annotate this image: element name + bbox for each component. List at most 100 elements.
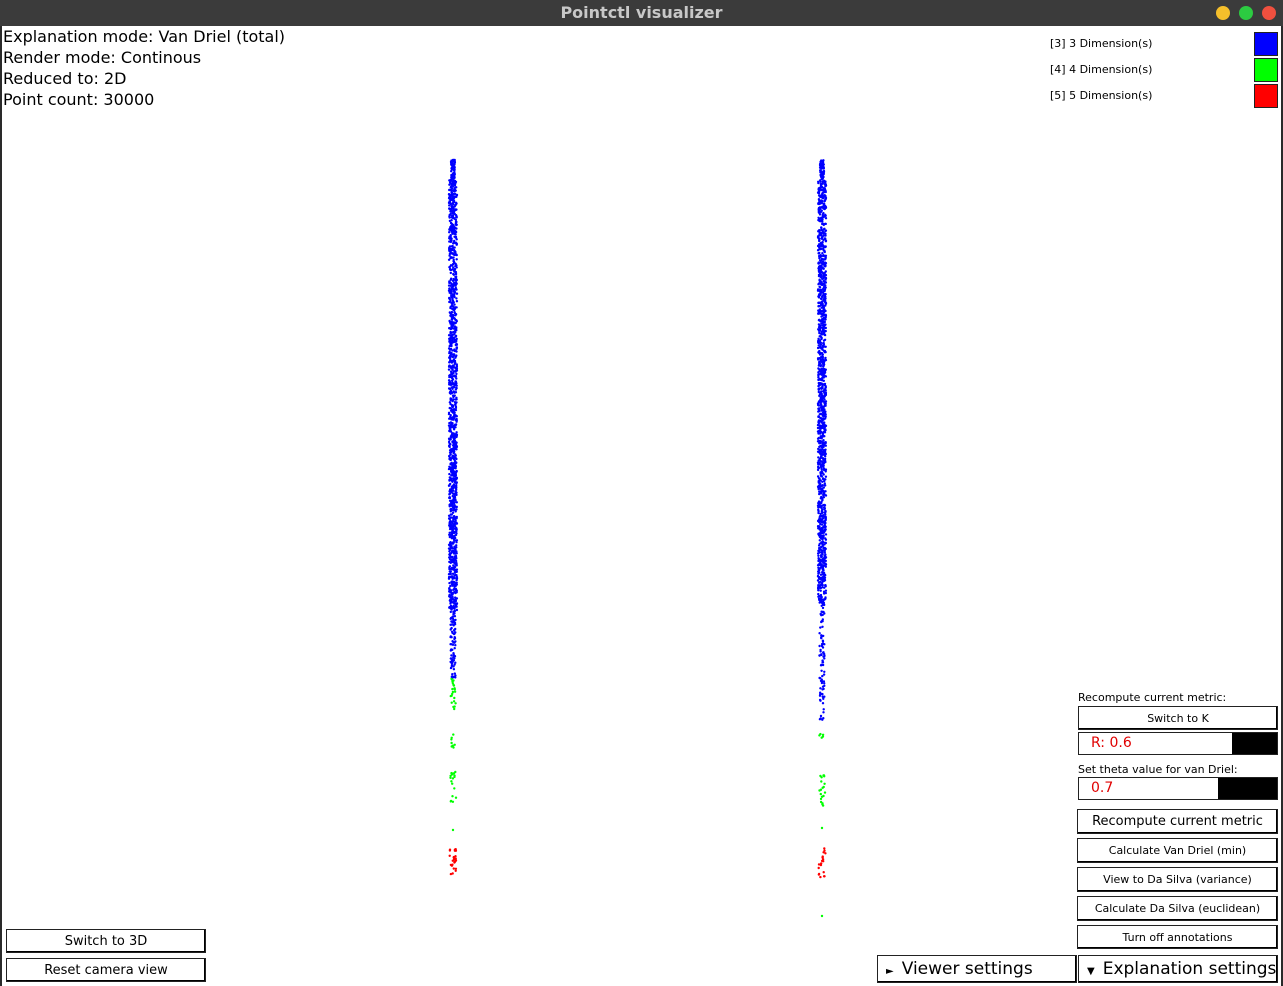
data-point — [817, 262, 820, 265]
calculate-da-silva-euclidean-button[interactable]: Calculate Da Silva (euclidean) — [1077, 896, 1278, 921]
data-point — [447, 368, 451, 371]
data-point — [824, 468, 828, 471]
data-point — [452, 444, 455, 447]
data-point — [453, 672, 456, 675]
data-point — [823, 791, 827, 794]
collapsed-arrow-icon: ► — [886, 966, 894, 977]
data-point — [818, 576, 821, 579]
minimize-window-button[interactable] — [1216, 6, 1230, 20]
data-point — [817, 344, 820, 347]
data-point — [821, 674, 824, 678]
theta-value-slider[interactable]: 0.7 — [1078, 777, 1278, 800]
view-da-silva-variance-button[interactable]: View to Da Silva (variance) — [1077, 867, 1278, 892]
data-point — [451, 432, 454, 435]
data-point — [452, 665, 455, 668]
data-point — [455, 202, 458, 205]
recompute-metric-button[interactable]: Recompute current metric — [1077, 809, 1278, 834]
data-point — [452, 305, 455, 308]
data-point — [821, 411, 825, 414]
data-point — [449, 872, 453, 876]
switch-to-3d-button[interactable]: Switch to 3D — [6, 929, 206, 953]
data-point — [820, 162, 823, 165]
data-point — [824, 345, 827, 348]
data-point — [820, 795, 824, 798]
data-point — [450, 773, 454, 776]
data-point — [817, 202, 820, 206]
data-point — [822, 439, 825, 442]
turn-off-annotations-button[interactable]: Turn off annotations — [1077, 925, 1278, 949]
data-point — [455, 505, 458, 508]
data-point — [454, 321, 457, 325]
data-point — [452, 455, 456, 458]
data-point — [454, 241, 458, 244]
data-point — [824, 232, 827, 236]
data-point — [822, 546, 826, 550]
render-mode-text: Render mode: Continous — [3, 48, 202, 67]
data-point — [448, 252, 452, 256]
data-point — [819, 272, 822, 275]
data-point — [449, 643, 452, 646]
calculate-van-driel-min-button[interactable]: Calculate Van Driel (min) — [1077, 838, 1278, 863]
data-point — [453, 615, 457, 618]
data-point — [452, 290, 456, 293]
data-point — [820, 496, 824, 500]
data-point — [455, 258, 458, 261]
data-point — [821, 329, 825, 332]
data-point — [447, 193, 451, 196]
viewer-settings-button[interactable]: ► Viewer settings — [877, 955, 1077, 983]
data-point — [448, 339, 451, 342]
data-point — [448, 535, 451, 539]
data-point — [452, 246, 455, 250]
data-point — [824, 189, 827, 192]
maximize-window-button[interactable] — [1239, 6, 1253, 20]
data-point — [454, 276, 458, 280]
data-point — [450, 648, 453, 651]
data-point — [451, 592, 454, 595]
close-window-button[interactable] — [1262, 6, 1276, 20]
switch-to-k-button[interactable]: Switch to K — [1078, 706, 1278, 730]
data-point — [818, 213, 822, 216]
data-point — [824, 356, 827, 360]
data-point — [449, 312, 452, 315]
data-point — [821, 573, 824, 576]
data-point — [453, 647, 456, 650]
data-point — [454, 796, 458, 799]
data-point — [448, 496, 451, 499]
data-point — [453, 475, 456, 478]
data-point — [447, 573, 451, 576]
data-point — [452, 209, 455, 212]
data-point — [454, 223, 458, 226]
data-point — [455, 574, 458, 577]
data-point — [453, 349, 456, 353]
data-point — [455, 482, 458, 485]
data-point — [453, 501, 456, 504]
data-point — [453, 253, 456, 257]
data-point — [453, 705, 456, 708]
data-point — [821, 499, 824, 502]
data-point — [451, 640, 454, 643]
data-point — [818, 239, 821, 243]
data-point — [452, 434, 455, 437]
data-point — [448, 421, 451, 425]
data-point — [818, 532, 821, 535]
data-point — [448, 451, 452, 454]
data-point — [821, 453, 824, 456]
data-point — [821, 804, 825, 807]
reset-camera-view-button[interactable]: Reset camera view — [6, 958, 206, 982]
data-point — [449, 799, 453, 803]
data-point — [452, 425, 455, 429]
data-point — [449, 657, 453, 660]
explanation-settings-button[interactable]: ▼ Explanation settings — [1078, 955, 1278, 983]
data-point — [453, 295, 456, 299]
data-point — [450, 550, 454, 553]
data-point — [819, 324, 822, 327]
data-point — [817, 544, 821, 547]
data-point — [448, 237, 451, 240]
data-point — [820, 582, 824, 585]
data-point — [820, 560, 823, 563]
data-point — [823, 479, 826, 483]
data-point — [454, 403, 457, 406]
data-point — [453, 267, 457, 271]
r-value-slider[interactable]: R: 0.6 — [1078, 732, 1278, 755]
